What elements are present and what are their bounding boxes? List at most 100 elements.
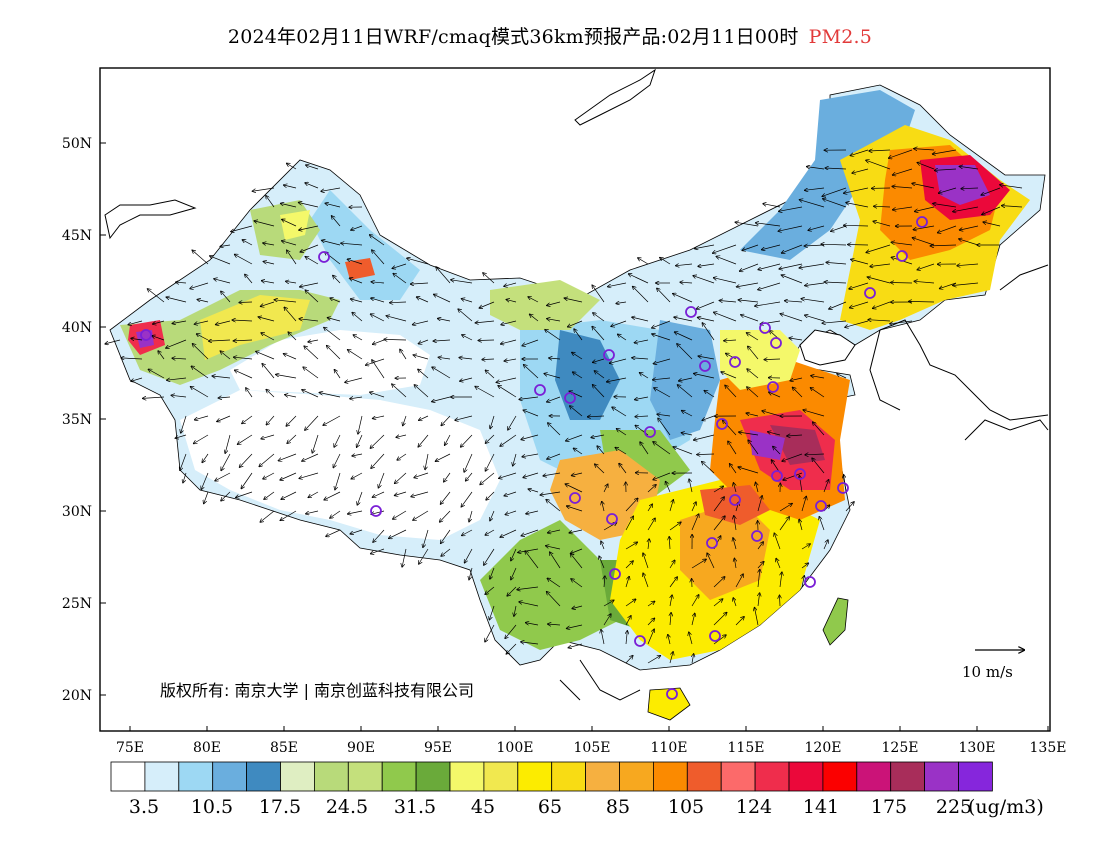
wind-arrow	[197, 300, 209, 303]
wind-arrow	[571, 579, 583, 588]
wind-arrow	[402, 548, 407, 567]
wind-arrow	[528, 489, 539, 493]
wind-arrow	[459, 358, 473, 360]
wind-arrow	[850, 301, 869, 308]
wind-arrow	[547, 301, 561, 306]
wind-arrow	[246, 388, 253, 398]
wind-arrow	[389, 529, 407, 538]
wind-arrow	[325, 203, 341, 208]
wind-arrow	[812, 458, 825, 474]
wind-arrow	[635, 416, 649, 417]
wind-arrow	[810, 388, 825, 398]
wind-arrow	[803, 410, 825, 417]
blue-band-north	[740, 90, 915, 260]
wind-arrow	[484, 548, 495, 565]
wind-arrow	[762, 411, 781, 417]
wind-arrow	[755, 608, 759, 626]
wind-arrow	[773, 447, 781, 455]
wind-arrow	[256, 351, 275, 360]
city-marker	[603, 349, 615, 361]
colorbar-swatch	[958, 761, 993, 792]
wind-arrow	[953, 282, 979, 286]
wind-arrow	[647, 504, 652, 512]
wind-arrow	[591, 434, 605, 438]
wind-arrow	[666, 482, 671, 493]
wind-arrow	[210, 256, 231, 265]
wind-arrow	[801, 299, 825, 303]
wind-arrow	[192, 250, 209, 265]
wind-arrow	[691, 559, 706, 569]
wind-arrow	[519, 602, 539, 607]
colorbar-label: 85	[606, 796, 630, 818]
wind-arrow	[358, 415, 363, 434]
wind-arrow	[262, 281, 275, 283]
wind-arrow	[330, 510, 341, 518]
wind-arrow	[499, 472, 517, 478]
lat-tick-label: 30N	[62, 504, 92, 520]
wind-arrow	[758, 263, 781, 270]
wind-arrow	[441, 529, 451, 543]
wind-arrow	[593, 385, 605, 398]
wind-arrow	[742, 244, 759, 251]
wind-arrow	[393, 510, 407, 519]
bay-coast	[799, 329, 856, 366]
wind-arrow	[982, 206, 1001, 215]
wind-arrow	[347, 259, 363, 265]
wind-arrow	[548, 529, 561, 533]
wind-arrow	[225, 434, 231, 453]
wind-arrow	[326, 529, 341, 536]
wind-arrow	[595, 464, 605, 474]
wind-arrow	[640, 373, 649, 379]
wind-arrow	[445, 434, 451, 445]
wind-arrow	[670, 613, 671, 626]
wind-arrow	[496, 377, 517, 382]
wind-arrow	[131, 377, 143, 381]
wind-arrow	[870, 263, 891, 267]
yellow-xinjiang	[200, 295, 310, 360]
colorbar-swatch	[822, 761, 858, 792]
wind-arrow	[668, 635, 670, 645]
wind-arrow	[485, 370, 495, 379]
wind-arrow	[632, 317, 649, 322]
wind-arrow	[312, 434, 319, 453]
colorbar-labels: 3.5 10.5 17.5 24.5 31.5 45 65 85 105 124…	[129, 796, 1044, 818]
wind-arrow	[572, 605, 583, 609]
colorbar-unit: (ug/m3)	[968, 796, 1044, 818]
wind-arrow	[274, 300, 297, 303]
wind-arrow	[799, 263, 825, 268]
title-text: 2024年02月11日WRF/cmaq模式36km预报产品:02月11日00时	[227, 26, 799, 48]
wind-arrow	[521, 642, 539, 644]
blue-band-west	[310, 190, 420, 300]
wind-arrow	[933, 204, 957, 208]
wind-arrow	[939, 187, 957, 193]
wind-arrow	[740, 263, 759, 271]
colorbar-label: 65	[538, 796, 562, 818]
wind-arrow	[825, 168, 847, 169]
dark-blue-band-2	[650, 320, 720, 440]
city-marker	[564, 392, 576, 404]
wind-arrow	[352, 313, 363, 322]
lat-tick-label: 45N	[62, 228, 92, 244]
colorbar-swatch	[754, 761, 790, 792]
wind-arrow	[625, 561, 633, 569]
wind-arrow	[441, 491, 451, 504]
wind-arrow	[822, 320, 847, 323]
wind-arrow	[482, 359, 495, 360]
wind-arrow	[762, 244, 781, 250]
wind-arrow	[351, 299, 363, 303]
wind-arrow	[669, 522, 681, 531]
wind-arrow	[327, 318, 341, 322]
wind-arrow	[983, 222, 1001, 227]
wind-arrow	[263, 262, 275, 265]
wind-arrow	[913, 225, 935, 230]
wind-arrow	[959, 166, 979, 170]
caspian-coast	[104, 199, 197, 240]
wind-arrow	[323, 415, 341, 425]
wind-arrow	[370, 235, 385, 246]
wind-arrow	[158, 351, 165, 360]
wind-arrow	[719, 301, 737, 303]
wind-arrow	[305, 415, 319, 430]
wind-arrow	[373, 339, 385, 344]
city-marker	[759, 322, 771, 334]
wind-arrow	[892, 186, 913, 188]
